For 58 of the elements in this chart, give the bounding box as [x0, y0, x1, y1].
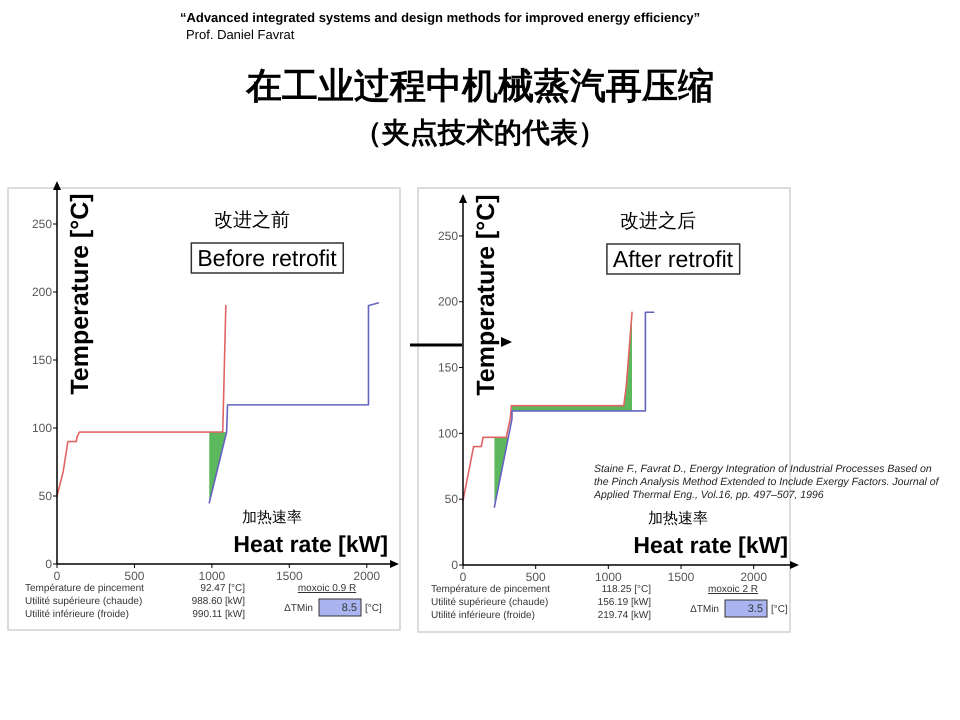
- y-axis-title: Temperature [°C]: [472, 194, 500, 396]
- x-axis-title: Heat rate [kW]: [233, 531, 388, 557]
- x-tick-label: 0: [460, 570, 467, 584]
- text: 156.19 [kW]: [598, 597, 652, 608]
- line-series: [208, 302, 380, 504]
- y-tick-label: 100: [32, 421, 52, 435]
- text: moxoic 0.9 R: [298, 583, 356, 594]
- y-tick-label: 100: [438, 426, 458, 440]
- x-tick-label: 500: [526, 570, 546, 584]
- text: Utilité inférieure (froide): [431, 610, 535, 621]
- y-tick-label: 0: [45, 557, 52, 571]
- text: 990.11 [kW]: [192, 609, 246, 620]
- text: ΔTMin: [690, 604, 719, 615]
- x-tick-label: 2000: [353, 569, 380, 583]
- x-tick-label: 1000: [594, 570, 622, 584]
- text: Température de pincement: [431, 584, 550, 595]
- y-tick-label: 200: [438, 294, 458, 309]
- text: moxoic 2 R: [708, 584, 758, 595]
- y-tick-label: 250: [438, 228, 458, 243]
- text: 92.47 [°C]: [200, 583, 246, 594]
- text: （夹点技术的代表）: [354, 116, 606, 149]
- text: [°C]: [771, 604, 788, 615]
- text: 988.60 [kW]: [192, 596, 246, 607]
- y-tick-label: 50: [444, 492, 458, 506]
- y-tick-label: 0: [451, 558, 458, 572]
- text: [°C]: [365, 603, 382, 614]
- y-tick-label: 250: [32, 217, 52, 231]
- y-tick-label: 50: [38, 489, 52, 503]
- text: 3.5: [748, 603, 763, 615]
- text: “Advanced integrated systems and design methods for improved energy efficiency”: [180, 10, 700, 25]
- text: ΔTMin: [284, 603, 313, 614]
- text: After retrofit: [612, 246, 734, 272]
- text: 8.5: [342, 602, 357, 614]
- text: 219.74 [kW]: [598, 610, 652, 621]
- annotation: 加热速率: [648, 509, 708, 527]
- annotation: 加热速率: [242, 508, 302, 526]
- text: Prof. Daniel Favrat: [186, 27, 295, 42]
- chart-subtitle: 改进之后: [620, 210, 696, 232]
- y-tick-label: 150: [32, 353, 52, 367]
- x-tick-label: 1500: [276, 569, 303, 583]
- x-tick-label: 500: [124, 569, 145, 583]
- text: Utilité supérieure (chaude): [25, 596, 142, 607]
- x-axis-title: Heat rate [kW]: [633, 532, 788, 558]
- y-tick-label: 200: [32, 285, 52, 299]
- text: Before retrofit: [197, 245, 338, 271]
- text: 在工业过程中机械蒸汽再压缩: [245, 66, 714, 107]
- text: Température de pincement: [25, 583, 144, 594]
- text: 改进之前: [214, 209, 290, 231]
- annotation: Staine F., Favrat D., Energy Integration of Industrial Processes Based on the Pinch Analysis Method Extended to Include Exergy Factors. Journal of Applied Thermal Eng., Vol.16, pp. 497–507, 1996: [593, 463, 940, 501]
- x-tick-label: 0: [54, 569, 61, 583]
- y-axis-title: Temperature [°C]: [66, 193, 94, 395]
- text: 118.25 [°C]: [602, 584, 652, 595]
- text: Utilité supérieure (chaude): [431, 597, 548, 608]
- x-tick-label: 1000: [198, 569, 226, 583]
- x-tick-label: 2000: [740, 570, 768, 584]
- y-tick-label: 150: [438, 360, 458, 375]
- x-tick-label: 1500: [668, 570, 695, 584]
- text: Utilité inférieure (froide): [25, 609, 129, 620]
